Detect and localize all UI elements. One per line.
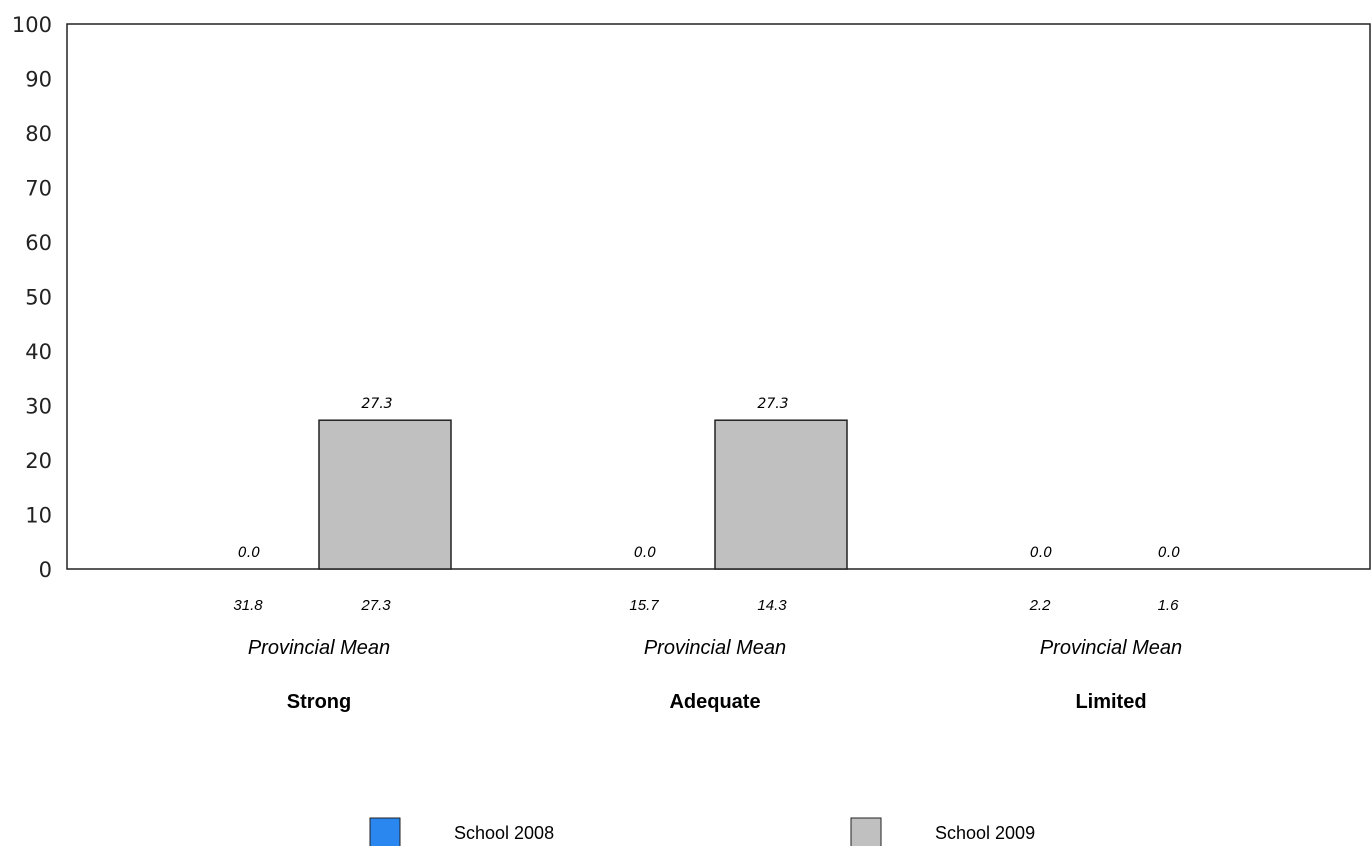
y-tick-label: 20 xyxy=(25,449,52,473)
data-label: 0.0 xyxy=(238,545,260,561)
y-tick-label: 90 xyxy=(25,68,52,92)
y-tick-label: 40 xyxy=(25,340,52,364)
y-tick-label: 70 xyxy=(25,177,52,201)
legend-swatch xyxy=(850,817,882,846)
y-tick-label: 100 xyxy=(12,13,52,37)
provincial-mean-value: 15.7 xyxy=(629,597,659,614)
data-label: 0.0 xyxy=(634,545,656,561)
y-tick-label: 80 xyxy=(25,122,52,146)
data-label: 0.0 xyxy=(1158,545,1180,561)
bar-adequate-series-2 xyxy=(714,419,848,570)
y-tick-label: 60 xyxy=(25,231,52,255)
data-label: 0.0 xyxy=(1030,545,1052,561)
data-label: 27.3 xyxy=(361,396,392,412)
data-label: 27.3 xyxy=(757,396,788,412)
bar-strong-series-2 xyxy=(318,419,452,570)
y-tick-label: 30 xyxy=(25,395,52,419)
provincial-mean-value: 31.8 xyxy=(233,597,263,614)
y-tick-label: 50 xyxy=(25,286,52,310)
legend-entry: School 2008 xyxy=(454,823,554,843)
provincial-mean-value: 14.3 xyxy=(757,597,787,614)
y-tick-label: 0 xyxy=(39,558,52,582)
provincial-mean-label: Provincial Mean xyxy=(248,637,390,659)
category-label-limited: Limited xyxy=(1075,691,1146,713)
category-label-strong: Strong xyxy=(287,691,351,713)
y-tick-label: 10 xyxy=(25,504,52,528)
provincial-mean-label: Provincial Mean xyxy=(1040,637,1182,659)
provincial-mean-value: 27.3 xyxy=(360,597,391,614)
provincial-mean-label: Provincial Mean xyxy=(644,637,786,659)
provincial-mean-value: 2.2 xyxy=(1029,597,1052,614)
legend-swatch xyxy=(369,817,401,846)
provincial-mean-value: 1.6 xyxy=(1158,597,1180,614)
category-label-adequate: Adequate xyxy=(669,691,760,713)
legend-entry: School 2009 xyxy=(935,823,1035,843)
